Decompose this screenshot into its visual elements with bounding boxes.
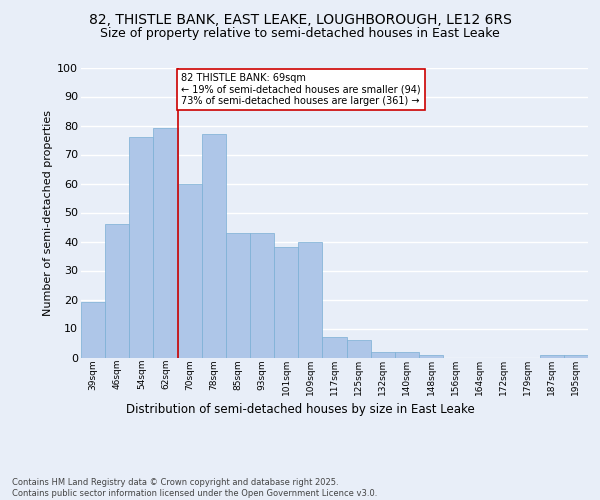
Bar [154,128,178,358]
Text: Contains HM Land Registry data © Crown copyright and database right 2025.
Contai: Contains HM Land Registry data © Crown c… [12,478,377,498]
Bar [178,184,202,358]
Bar [129,137,154,358]
Bar [274,248,298,358]
Bar [105,224,129,358]
Bar [564,354,588,358]
Y-axis label: Number of semi-detached properties: Number of semi-detached properties [43,110,53,316]
Text: Distribution of semi-detached houses by size in East Leake: Distribution of semi-detached houses by … [125,402,475,415]
Bar [395,352,419,358]
Text: 82 THISTLE BANK: 69sqm
← 19% of semi-detached houses are smaller (94)
73% of sem: 82 THISTLE BANK: 69sqm ← 19% of semi-det… [181,74,421,106]
Bar [250,233,274,358]
Bar [371,352,395,358]
Bar [540,354,564,358]
Text: 82, THISTLE BANK, EAST LEAKE, LOUGHBOROUGH, LE12 6RS: 82, THISTLE BANK, EAST LEAKE, LOUGHBOROU… [89,12,511,26]
Bar [419,354,443,358]
Bar [226,233,250,358]
Bar [298,242,322,358]
Bar [81,302,105,358]
Bar [322,337,347,357]
Text: Size of property relative to semi-detached houses in East Leake: Size of property relative to semi-detach… [100,28,500,40]
Bar [347,340,371,357]
Bar [202,134,226,358]
